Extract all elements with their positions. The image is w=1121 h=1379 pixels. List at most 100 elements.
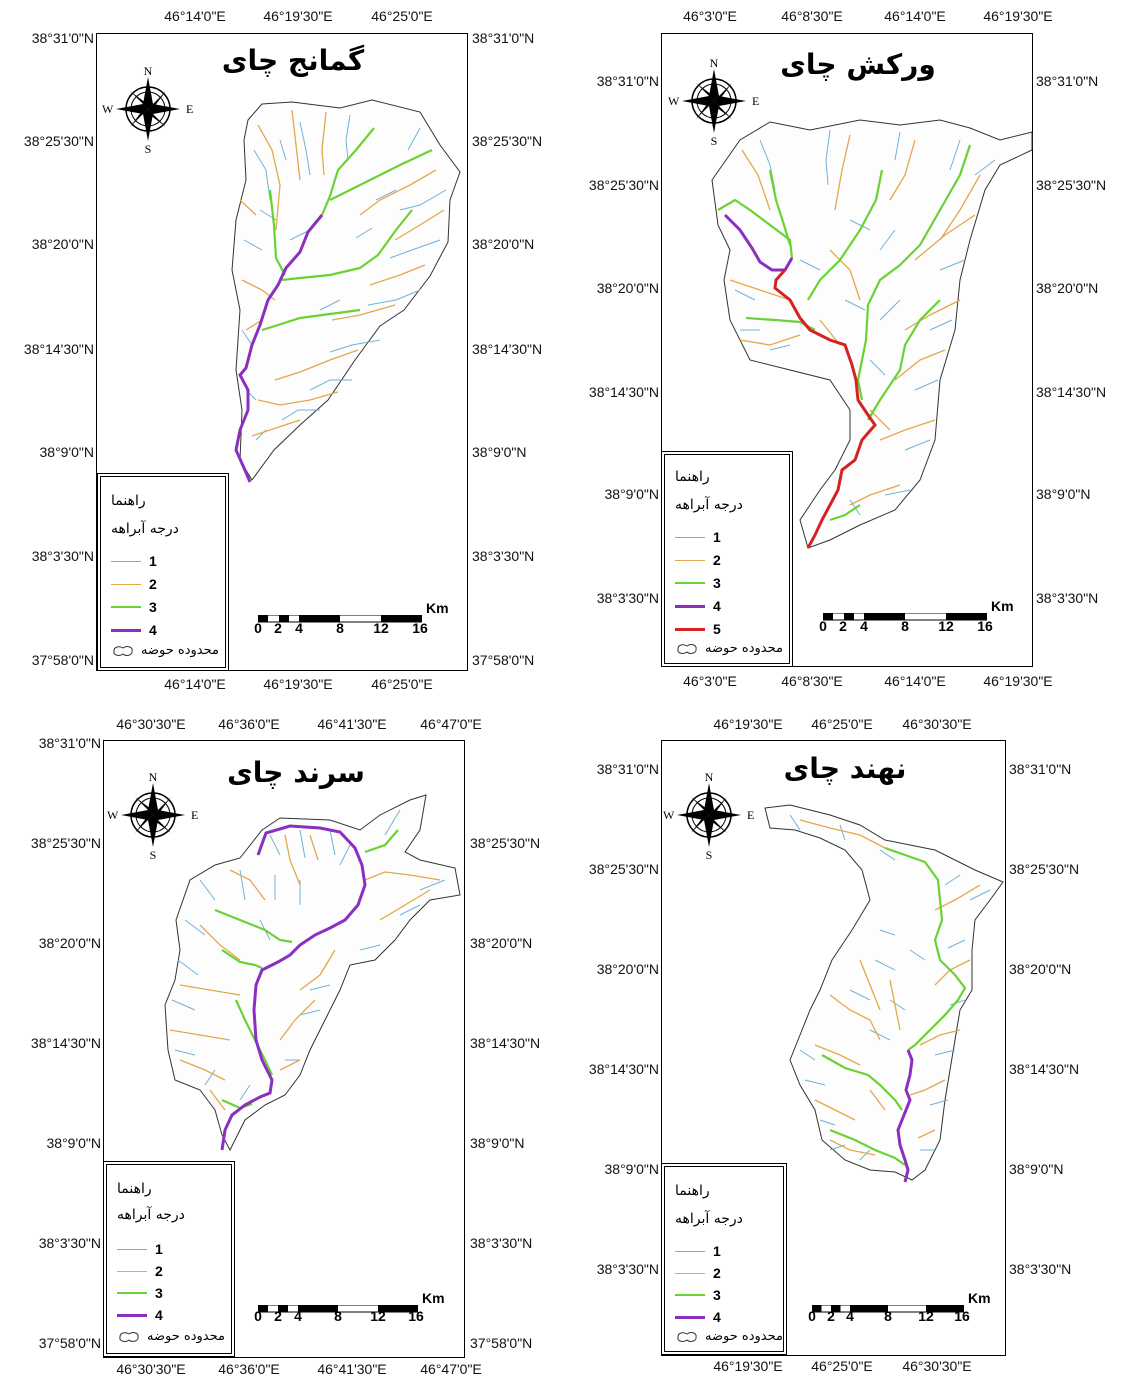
tick-label: 38°25'30"N [472, 133, 543, 149]
legend-swatch [675, 536, 705, 538]
tick-label: 38°20'0"N [1036, 280, 1099, 296]
tick-label: 38°20'0"N [1009, 961, 1072, 977]
svg-text:N: N [705, 770, 714, 784]
scale-label: 2 [274, 620, 282, 636]
scale-bar: Km 0 2 4 8 12 16 [254, 1290, 444, 1324]
basin-boundary [231, 99, 461, 481]
tick-label: 38°20'0"N [596, 961, 659, 977]
tick-label: 38°25'30"N [30, 835, 101, 851]
map-title: نهند چای [783, 752, 907, 785]
tick-label: 38°31'0"N [38, 735, 101, 751]
legend-basin-item: محدوده حوضه [111, 643, 219, 658]
legend-swatch [675, 1294, 705, 1296]
basin-boundary [164, 794, 461, 1152]
svg-text:S: S [150, 848, 157, 862]
legend-basin-label: محدوده حوضه [705, 1329, 783, 1344]
svg-text:S: S [145, 142, 152, 156]
svg-text:N: N [710, 56, 719, 70]
tick-label: 46°14'0"E [164, 8, 226, 24]
map-legend: راهنما درجه آبراهه 1 2 3 4 محدوده حوضه [97, 473, 229, 671]
tick-label: 38°20'0"N [31, 236, 94, 252]
legend-swatch [675, 604, 705, 608]
scale-label: 4 [860, 618, 868, 634]
legend-item: 4 [675, 596, 721, 616]
tick-label: 46°14'0"E [164, 676, 226, 692]
tick-label: 38°25'30"N [1009, 861, 1080, 877]
legend-basin-item: محدوده حوضه [675, 1329, 783, 1344]
scale-bar: Km 0 2 4 8 12 16 [808, 1290, 990, 1324]
scale-label: 4 [295, 620, 303, 636]
scale-label: 8 [884, 1308, 892, 1324]
tick-label: 46°19'30"E [983, 8, 1053, 24]
legend-swatch [117, 1270, 147, 1272]
legend-item: 3 [117, 1283, 163, 1303]
tick-label: 46°14'0"E [884, 673, 946, 689]
tick-label: 38°14'30"N [588, 1061, 659, 1077]
legend-swatch [675, 1250, 705, 1252]
legend-title: راهنما [117, 1181, 152, 1197]
legend-subtitle: درجه آبراهه [675, 497, 743, 513]
tick-label: 46°25'0"E [371, 8, 433, 24]
scale-label: 0 [254, 620, 262, 636]
map-legend: راهنما درجه آبراهه 1 2 3 4 5 محدوده حوضه [661, 451, 793, 667]
legend-label: 1 [149, 553, 157, 569]
basin-outline-icon [677, 643, 697, 654]
legend-label: 2 [713, 552, 721, 568]
tick-label: 38°3'30"N [470, 1235, 533, 1251]
scale-label: 16 [412, 620, 428, 636]
tick-label: 38°3'30"N [31, 548, 94, 564]
tick-label: 38°14'30"N [472, 341, 543, 357]
tick-label: 46°36'0"E [218, 716, 280, 732]
watershed-map [231, 99, 461, 483]
legend-item: 1 [117, 1239, 163, 1259]
scale-label: 16 [954, 1308, 970, 1324]
scale-label: 8 [336, 620, 344, 636]
scale-unit: Km [991, 598, 1014, 614]
scale-label: 12 [918, 1308, 934, 1324]
watershed-map [711, 119, 1033, 549]
scale-label: 4 [846, 1308, 854, 1324]
legend-subtitle: درجه آبراهه [675, 1211, 743, 1227]
legend-label: 3 [713, 575, 721, 591]
svg-text:N: N [149, 770, 158, 784]
tick-label: 37°58'0"N [472, 652, 535, 668]
legend-title: راهنما [675, 1183, 710, 1199]
tick-label: 38°9'0"N [46, 1135, 102, 1151]
svg-text:S: S [711, 134, 718, 148]
tick-label: 38°14'30"N [1036, 384, 1107, 400]
svg-text:W: W [663, 808, 675, 822]
basin-boundary [711, 119, 1033, 549]
tick-label: 38°9'0"N [470, 1135, 525, 1151]
tick-label: 38°31'0"N [1036, 73, 1099, 89]
legend-title: راهنما [675, 469, 710, 485]
svg-text:E: E [191, 808, 198, 822]
tick-label: 38°31'0"N [1009, 761, 1072, 777]
tick-label: 38°14'30"N [23, 341, 94, 357]
legend-item: 4 [675, 1307, 721, 1327]
legend-item: 2 [117, 1261, 163, 1281]
legend-item: 2 [675, 1263, 721, 1283]
map-legend: راهنما درجه آبراهه 1 2 3 4 محدوده حوضه [661, 1163, 787, 1355]
tick-label: 38°3'30"N [596, 590, 659, 606]
tick-label: 38°20'0"N [472, 236, 535, 252]
legend-swatch [675, 1315, 705, 1319]
scale-label: 12 [373, 620, 389, 636]
legend-swatch [675, 559, 705, 561]
legend-swatch [675, 1272, 705, 1274]
tick-label: 38°9'0"N [472, 444, 527, 460]
map-title: سرند چای [227, 756, 365, 789]
tick-label: 38°3'30"N [472, 548, 535, 564]
compass-icon: N S E W [102, 64, 193, 156]
legend-subtitle: درجه آبراهه [111, 521, 179, 537]
scale-label: 16 [408, 1308, 424, 1324]
legend-swatch [117, 1248, 147, 1250]
tick-label: 38°31'0"N [472, 30, 535, 46]
scale-label: 2 [274, 1308, 282, 1324]
legend-item: 2 [675, 550, 721, 570]
tick-label: 38°14'30"N [30, 1035, 101, 1051]
legend-swatch [675, 582, 705, 584]
tick-label: 46°19'30"E [263, 676, 333, 692]
tick-label: 38°25'30"N [1036, 177, 1107, 193]
svg-text:E: E [752, 94, 759, 108]
